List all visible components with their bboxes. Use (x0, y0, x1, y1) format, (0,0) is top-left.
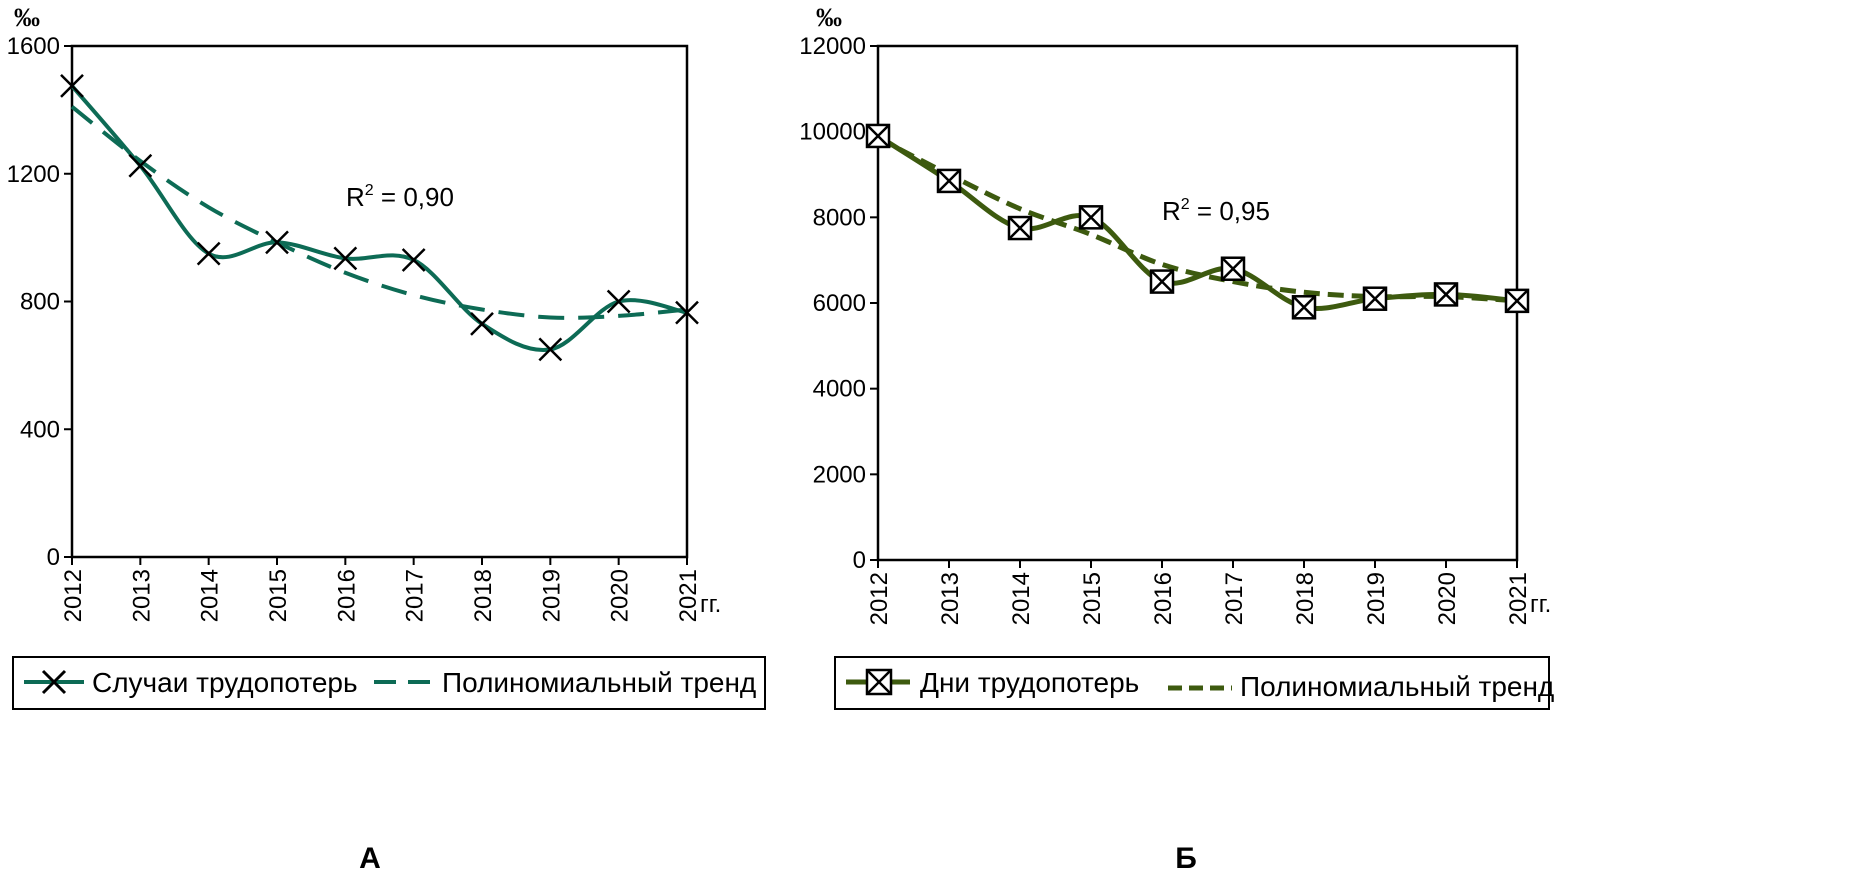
x-tick-label: 2013 (128, 569, 155, 622)
y-tick-label: 1200 (7, 161, 60, 188)
y-tick-label: 6000 (813, 290, 866, 317)
x-tick-label: 2012 (866, 572, 893, 625)
legend-label-series-b: Дни трудопотерь (920, 667, 1139, 698)
panel-label-b: Б (1175, 842, 1197, 875)
series-line-main (876, 133, 1518, 311)
x-tick-label: 2021 (1505, 572, 1532, 625)
data-point-marker (333, 246, 358, 271)
x-tick-label: 2017 (402, 569, 429, 622)
x-tick-label: 2018 (470, 569, 497, 622)
data-point-marker-x (1434, 282, 1458, 307)
x-tick-label: 2021 (675, 569, 702, 622)
legend-label-series-a: Случаи трудопотерь (92, 667, 358, 698)
x-tick-label: 2019 (538, 569, 565, 622)
y-tick-label: 0 (853, 547, 866, 574)
data-point-marker-x (1505, 288, 1529, 313)
data-point-marker-x (866, 124, 890, 148)
x-tick-label: 2016 (333, 569, 360, 622)
data-point-marker (606, 289, 631, 314)
x-tick-label: 2014 (1008, 572, 1035, 625)
x-tick-label: 2013 (937, 572, 964, 625)
data-point-marker (128, 153, 153, 178)
plot-frame-b (876, 44, 1519, 562)
series-group-b (865, 123, 1530, 320)
r2-annotation-a: R2 = 0,90 (346, 182, 454, 212)
series-line-main (70, 84, 688, 352)
data-point-marker (60, 74, 84, 98)
y-tick-label: 8000 (813, 204, 866, 231)
data-point-marker-x (1221, 256, 1245, 281)
data-point-marker-x (1079, 205, 1103, 230)
series-group-a (60, 74, 699, 362)
y-tick-label: 4000 (813, 376, 866, 403)
unit-label-a: ‰ (14, 3, 40, 32)
data-point-marker (470, 311, 494, 336)
y-tick-label: 10000 (799, 119, 866, 146)
y-axis-a: 0 400 800 1200 1600 (7, 33, 72, 571)
x-tick-label: 2014 (197, 569, 224, 622)
series-line-trend (70, 105, 688, 320)
x-tick-label: 2019 (1363, 572, 1390, 625)
data-point-marker (538, 337, 563, 362)
legend-frame-b (834, 656, 1550, 710)
legend-x-marker-a (41, 669, 67, 695)
x-tick-label: 2017 (1221, 572, 1248, 625)
data-point-marker (675, 300, 699, 325)
x-unit-label-a: гг. (700, 591, 721, 618)
legend-box-x-b (866, 669, 892, 695)
x-axis-a: 2012 2013 2014 2015 2016 2017 2018 2019 2020 2021 (60, 557, 702, 622)
legend-b: Дни трудопотерь Полиномиальный тренд (834, 656, 1554, 710)
data-point-marker-x (937, 169, 961, 193)
y-tick-label: 400 (20, 416, 60, 443)
x-unit-label-b: гг. (1530, 591, 1551, 618)
y-tick-label: 0 (47, 544, 60, 571)
data-point-marker (196, 241, 221, 266)
data-point-marker-x (1008, 216, 1032, 240)
x-tick-label: 2012 (60, 569, 87, 622)
y-tick-label: 800 (20, 289, 60, 316)
x-tick-label: 2016 (1150, 572, 1177, 625)
y-tick-label: 12000 (799, 33, 866, 60)
x-tick-label: 2015 (1079, 572, 1106, 625)
panel-label-a: А (359, 842, 381, 875)
y-axis-b: 0 2000 4000 6000 8000 10000 12000 (799, 33, 878, 574)
x-tick-label: 2020 (607, 569, 634, 622)
y-tick-label: 1600 (7, 33, 60, 60)
x-tick-label: 2018 (1292, 572, 1319, 625)
data-point-marker (401, 248, 426, 272)
plot-frame-a (70, 44, 689, 559)
data-point-marker (265, 230, 289, 255)
x-axis-b: 2012 2013 2014 2015 2016 2017 2018 2019 2020 2021 (866, 560, 1532, 625)
x-tick-label: 2015 (265, 569, 292, 622)
data-point-marker-x (1150, 269, 1174, 294)
legend-a: Случаи трудопотерь Полиномиальный тренд (12, 656, 766, 710)
legend-label-trend-a: Полиномиальный тренд (442, 667, 756, 698)
y-tick-label: 2000 (813, 461, 866, 488)
unit-label-b: ‰ (816, 3, 842, 32)
data-point-marker-x (1363, 286, 1387, 311)
legend-label-trend-b: Полиномиальный тренд (1240, 671, 1554, 702)
r2-annotation-b: R2 = 0,95 (1162, 196, 1270, 226)
x-tick-label: 2020 (1434, 572, 1461, 625)
data-point-marker-x (1292, 295, 1316, 320)
